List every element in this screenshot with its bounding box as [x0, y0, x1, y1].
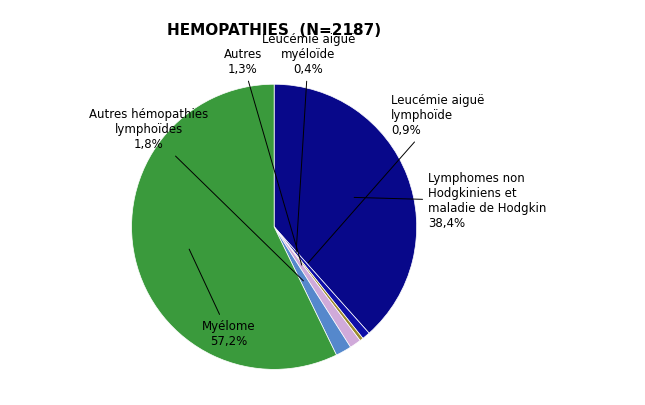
- Wedge shape: [274, 227, 360, 347]
- Wedge shape: [274, 227, 369, 338]
- Text: Autres hémopathies
lymphoïdes
1,8%: Autres hémopathies lymphoïdes 1,8%: [89, 109, 303, 281]
- Text: Leucémie aiguë
myéloïde
0,4%: Leucémie aiguë myéloïde 0,4%: [262, 33, 355, 252]
- Title: HEMOPATHIES  (N=2187): HEMOPATHIES (N=2187): [167, 23, 381, 38]
- Text: Myélome
57,2%: Myélome 57,2%: [189, 249, 255, 348]
- Wedge shape: [274, 84, 417, 333]
- Text: Lymphomes non
Hodgkiniens et
maladie de Hodgkin
38,4%: Lymphomes non Hodgkiniens et maladie de …: [354, 172, 546, 230]
- Wedge shape: [132, 84, 337, 369]
- Text: Autres
1,3%: Autres 1,3%: [224, 48, 302, 265]
- Text: Leucémie aiguë
lymphoïde
0,9%: Leucémie aiguë lymphoïde 0,9%: [308, 94, 484, 263]
- Wedge shape: [274, 227, 350, 355]
- Wedge shape: [274, 227, 363, 341]
